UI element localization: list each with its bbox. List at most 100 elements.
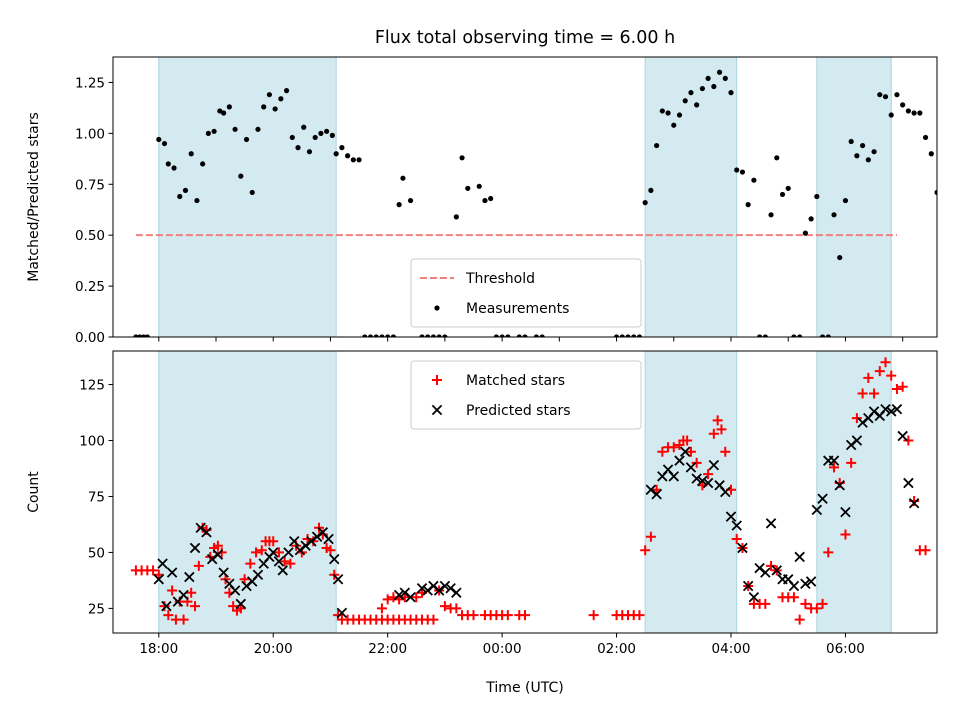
data-point (891, 403, 903, 415)
plot-area-bottom (130, 357, 931, 625)
data-point (671, 122, 677, 128)
data-point (178, 589, 189, 601)
data-point (651, 489, 662, 500)
data-point (267, 547, 279, 558)
data-point (808, 216, 814, 222)
data-point (333, 151, 339, 157)
data-point (894, 92, 900, 98)
x-tick-label: 22:00 (368, 641, 407, 657)
data-point (465, 185, 471, 191)
data-point (829, 462, 839, 473)
data-point (428, 614, 439, 625)
data-point (332, 574, 344, 585)
data-point (312, 134, 318, 141)
data-point (425, 334, 431, 337)
data-point (505, 334, 511, 337)
data-point (243, 136, 250, 143)
legend-top: Threshold Measurements (410, 258, 642, 328)
data-point (699, 85, 705, 92)
data-point (840, 529, 851, 540)
data-point (797, 334, 803, 337)
data-point (416, 583, 428, 594)
data-point (880, 403, 891, 415)
data-point (863, 372, 874, 383)
data-point (874, 366, 885, 377)
data-point (194, 197, 200, 204)
data-point (903, 477, 914, 489)
y-tick-label: 0.25 (75, 279, 105, 295)
data-point (318, 130, 324, 136)
data-point (166, 567, 178, 578)
legend-label: Measurements (466, 301, 569, 317)
data-point (657, 446, 668, 457)
data-point (711, 83, 717, 90)
data-point (788, 580, 800, 592)
data-point (336, 607, 348, 619)
data-point (613, 334, 620, 337)
data-point (468, 610, 479, 621)
data-point (823, 547, 834, 558)
data-point (708, 459, 720, 471)
axes-frame-top (112, 56, 938, 338)
data-point (897, 430, 908, 442)
data-point (356, 157, 362, 163)
legend-box (410, 360, 642, 430)
data-point (218, 567, 229, 578)
data-point (800, 578, 811, 589)
data-point (411, 592, 422, 603)
shaded-interval-top-1 (158, 56, 337, 338)
data-point (837, 254, 843, 261)
data-point (205, 130, 211, 136)
data-point (785, 185, 791, 191)
data-point (634, 610, 645, 621)
data-point (882, 94, 889, 100)
data-point (288, 536, 300, 547)
data-point (731, 520, 742, 531)
data-point (211, 128, 217, 134)
data-point (842, 197, 849, 204)
data-point (201, 527, 212, 538)
y-axis-label-bottom: Count (26, 471, 42, 513)
data-point (779, 191, 786, 198)
data-point (751, 177, 757, 183)
data-point (156, 136, 162, 143)
data-point (897, 381, 908, 392)
data-point (367, 334, 374, 337)
x-tick-label: 20:00 (254, 641, 293, 657)
data-point (451, 603, 462, 614)
shaded-interval-top-2 (644, 56, 738, 338)
legend-bottom: Matched stars Predicted stars (410, 360, 642, 430)
data-point (516, 334, 522, 337)
data-point (251, 547, 262, 558)
x-tick-label: 18:00 (139, 641, 178, 657)
series-matched-stars (130, 357, 931, 625)
y-tick-label: 0.75 (75, 177, 105, 193)
data-point (682, 435, 693, 446)
data-point (800, 598, 811, 609)
data-point (190, 601, 201, 612)
data-point (869, 388, 880, 399)
data-point (539, 334, 545, 337)
data-point (645, 531, 656, 542)
x-tick-label: 04:00 (712, 641, 751, 657)
data-point (153, 574, 165, 585)
data-point (217, 108, 223, 114)
data-point (697, 475, 708, 487)
data-point (439, 580, 451, 592)
data-point (186, 587, 197, 598)
data-point (396, 202, 402, 208)
data-point (716, 69, 723, 75)
data-point (161, 140, 168, 147)
data-point (742, 580, 754, 592)
data-point (350, 157, 356, 163)
data-point (163, 610, 174, 621)
data-point (885, 406, 897, 417)
data-point (819, 334, 826, 337)
data-point (193, 560, 204, 571)
data-point (216, 547, 227, 558)
data-point (817, 598, 828, 609)
y-tick-label: 25 (88, 601, 105, 617)
data-point (834, 480, 845, 491)
axes-frame-bottom (112, 350, 938, 634)
data-point (499, 334, 505, 337)
